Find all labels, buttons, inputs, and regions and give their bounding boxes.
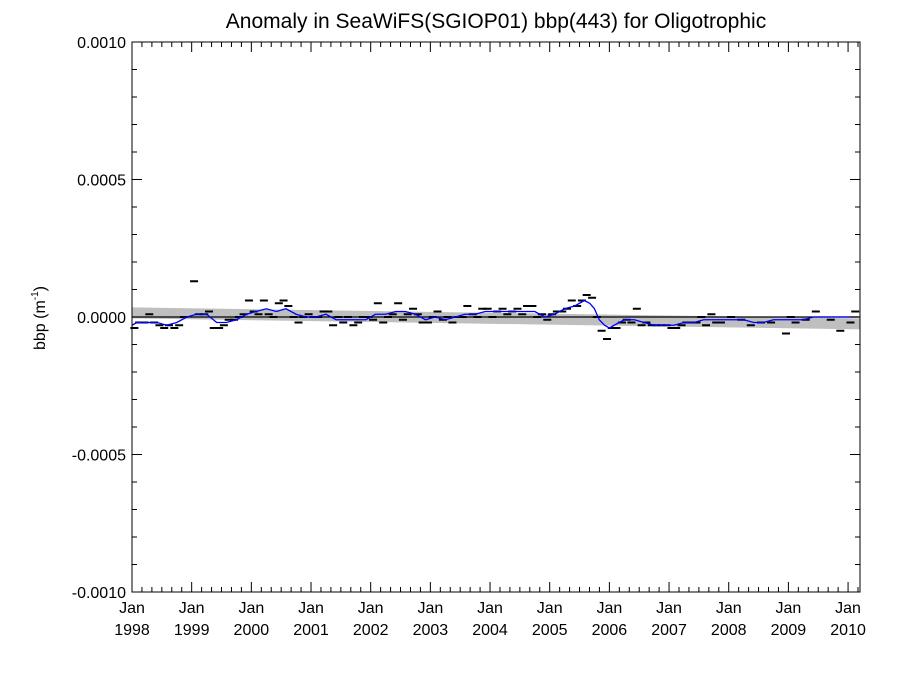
x-tick-month-label: Jan	[119, 600, 145, 617]
x-tick-year-label: 2002	[353, 622, 389, 639]
y-tick-label: 0.0000	[77, 310, 126, 327]
x-tick-year-label: 2009	[771, 622, 807, 639]
y-tick-label: 0.0010	[77, 35, 126, 52]
x-tick-month-label: Jan	[298, 600, 324, 617]
x-tick-month-label: Jan	[417, 600, 443, 617]
x-tick-month-label: Jan	[238, 600, 264, 617]
y-axis-label: bbp (m-1)	[30, 286, 49, 350]
plot-area	[130, 280, 860, 340]
x-tick-month-label: Jan	[179, 600, 205, 617]
y-axis: 0.0010 0.0005 0.0000 -0.0005 -0.0010	[72, 35, 860, 602]
x-tick-year-label: 2006	[592, 622, 628, 639]
x-tick-year-label: 2007	[651, 622, 687, 639]
y-axis-label-base: bbp (m	[32, 300, 49, 350]
x-tick-year-label: 1998	[114, 622, 150, 639]
x-axis: Jan 1998 Jan 1999 Jan 2000 Jan 2001 Jan 2002 Jan 20…	[114, 42, 866, 639]
y-axis-label-superscript: -1	[30, 291, 41, 300]
y-axis-label-close: )	[32, 286, 49, 291]
x-tick-month-label: Jan	[775, 600, 801, 617]
y-tick-label: -0.0005	[72, 448, 126, 465]
x-tick-year-label: 2008	[711, 622, 747, 639]
x-tick-month-label: Jan	[358, 600, 384, 617]
x-tick-year-label: 1999	[174, 622, 210, 639]
x-tick-month-label: Jan	[596, 600, 622, 617]
x-tick-year-label: 2000	[234, 622, 270, 639]
x-tick-month-label: Jan	[656, 600, 682, 617]
chart-title: Anomaly in SeaWiFS(SGIOP01) bbp(443) for…	[226, 10, 766, 33]
x-tick-month-label: Jan	[835, 600, 861, 617]
y-tick-label: 0.0005	[77, 173, 126, 190]
y-tick-label: -0.0010	[72, 585, 126, 602]
x-tick-month-label: Jan	[537, 600, 563, 617]
x-tick-month-label: Jan	[477, 600, 503, 617]
x-tick-year-label: 2004	[472, 622, 508, 639]
x-tick-year-label: 2003	[413, 622, 449, 639]
x-tick-year-label: 2010	[830, 622, 866, 639]
smoothed-line	[131, 299, 859, 329]
x-tick-year-label: 2001	[293, 622, 329, 639]
x-tick-month-label: Jan	[716, 600, 742, 617]
x-tick-year-label: 2005	[532, 622, 568, 639]
